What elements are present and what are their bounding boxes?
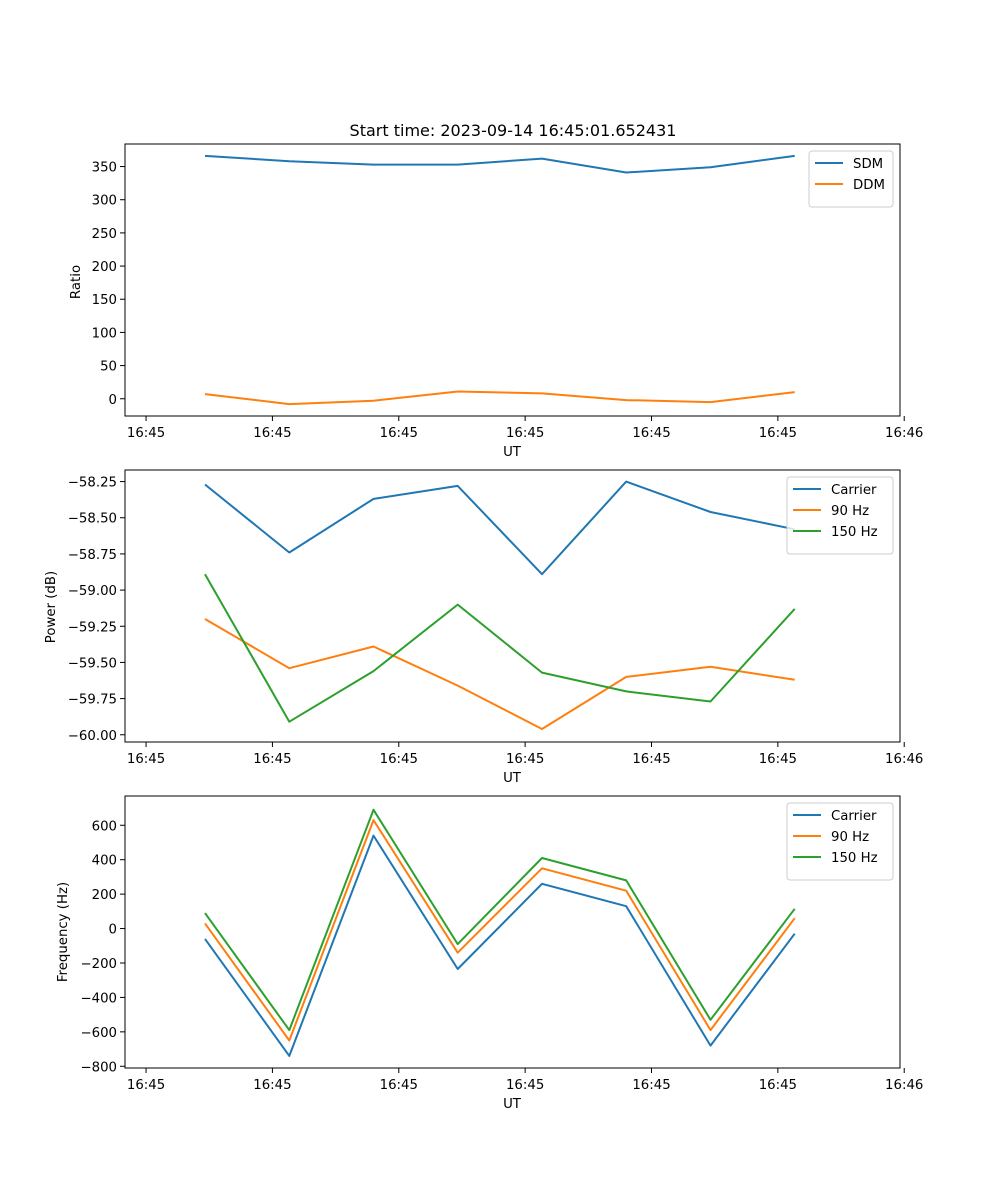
- y-tick-label: 600: [92, 819, 117, 834]
- legend-label-90-hz: 90 Hz: [831, 504, 869, 519]
- legend-label-150-hz: 150 Hz: [831, 851, 878, 866]
- y-tick-label: 250: [92, 227, 117, 242]
- legend-box: [808, 150, 894, 208]
- x-tick-label: 16:45: [632, 1078, 670, 1093]
- x-tick-label: 16:45: [253, 426, 291, 441]
- y-tick-label: −200: [80, 957, 117, 972]
- legend-label-sdm: SDM: [853, 157, 883, 172]
- legend: SDM DDM: [808, 150, 894, 208]
- y-tick-label: 200: [92, 260, 117, 275]
- y-tick-label: 200: [92, 888, 117, 903]
- legend: Carrier 90 Hz 150 Hz: [786, 476, 894, 555]
- axes-frame: [124, 795, 901, 1069]
- legend-label-carrier: Carrier: [831, 809, 877, 824]
- y-tick-label: −58.75: [68, 548, 117, 563]
- axes-frame: [124, 143, 901, 417]
- series-line-150-hz: [204, 808, 796, 1032]
- y-tick-label: −59.75: [68, 693, 117, 708]
- legend-label-150-hz: 150 Hz: [831, 525, 878, 540]
- y-tick-label: 0: [109, 923, 117, 938]
- y-tick-label: −58.50: [68, 512, 117, 527]
- legend: Carrier 90 Hz 150 Hz: [786, 802, 894, 881]
- series-line-90-hz: [204, 819, 796, 1042]
- legend-box: [786, 802, 894, 881]
- y-axis-label: Frequency (Hz): [56, 882, 71, 982]
- x-tick-label: 16:46: [885, 426, 923, 441]
- series-line-ddm: [204, 390, 795, 406]
- y-tick-label: −600: [80, 1026, 117, 1041]
- y-tick-label: 100: [92, 326, 117, 341]
- ratio-panel: UT Ratio 16:45 16:45 16:45 16:45 16:45 16:45 1…: [69, 143, 923, 460]
- x-tick-label: 16:45: [253, 752, 291, 767]
- series-line-150-hz: [204, 573, 796, 723]
- x-tick-label: 16:46: [885, 1078, 923, 1093]
- y-axis-label: Ratio: [69, 265, 84, 299]
- y-tick-label: −400: [80, 991, 117, 1006]
- x-tick-label: 16:45: [127, 426, 165, 441]
- y-tick-label: −58.25: [68, 476, 117, 491]
- x-tick-label: 16:45: [380, 1078, 418, 1093]
- series-line-carrier: [204, 834, 796, 1057]
- x-tick-label: 16:46: [885, 752, 923, 767]
- x-axis-label: UT: [503, 445, 522, 460]
- series-line-sdm: [204, 154, 795, 174]
- legend-label-90-hz: 90 Hz: [831, 830, 869, 845]
- x-tick-label: 16:45: [253, 1078, 291, 1093]
- x-tick-label: 16:45: [127, 1078, 165, 1093]
- series-line-carrier: [204, 480, 795, 576]
- x-tick-label: 16:45: [127, 752, 165, 767]
- frequency-panel: UT Frequency (Hz) 16:45 16:45 16:45 16:45 16…: [56, 795, 923, 1112]
- x-tick-label: 16:45: [632, 426, 670, 441]
- x-tick-label: 16:45: [759, 1078, 797, 1093]
- y-tick-label: −59.00: [68, 584, 117, 599]
- power-panel: UT Power (dB) 16:45 16:45 16:45 16:45 16:45 1…: [44, 469, 923, 786]
- y-tick-label: 0: [109, 393, 117, 408]
- series-line-90-hz: [204, 618, 795, 730]
- y-tick-label: −60.00: [68, 729, 117, 744]
- x-tick-label: 16:45: [632, 752, 670, 767]
- x-tick-label: 16:45: [506, 1078, 544, 1093]
- legend-label-ddm: DDM: [853, 178, 885, 193]
- x-tick-label: 16:45: [380, 752, 418, 767]
- y-axis-label: Power (dB): [44, 571, 59, 643]
- x-tick-label: 16:45: [759, 426, 797, 441]
- y-tick-label: 300: [92, 194, 117, 209]
- y-tick-label: −59.50: [68, 656, 117, 671]
- x-tick-label: 16:45: [506, 752, 544, 767]
- x-tick-label: 16:45: [380, 426, 418, 441]
- x-axis-label: UT: [503, 771, 522, 786]
- figure-title: Start time: 2023-09-14 16:45:01.652431: [350, 121, 677, 140]
- x-tick-label: 16:45: [759, 752, 797, 767]
- y-tick-label: 400: [92, 854, 117, 869]
- legend-label-carrier: Carrier: [831, 483, 877, 498]
- y-tick-label: 150: [92, 293, 117, 308]
- x-axis-label: UT: [503, 1097, 522, 1112]
- y-tick-label: 350: [92, 161, 117, 176]
- y-tick-label: −59.25: [68, 620, 117, 635]
- axes-frame: [124, 469, 901, 743]
- x-tick-label: 16:45: [506, 426, 544, 441]
- legend-box: [786, 476, 894, 555]
- y-tick-label: 50: [100, 360, 117, 375]
- y-tick-label: −800: [80, 1060, 117, 1075]
